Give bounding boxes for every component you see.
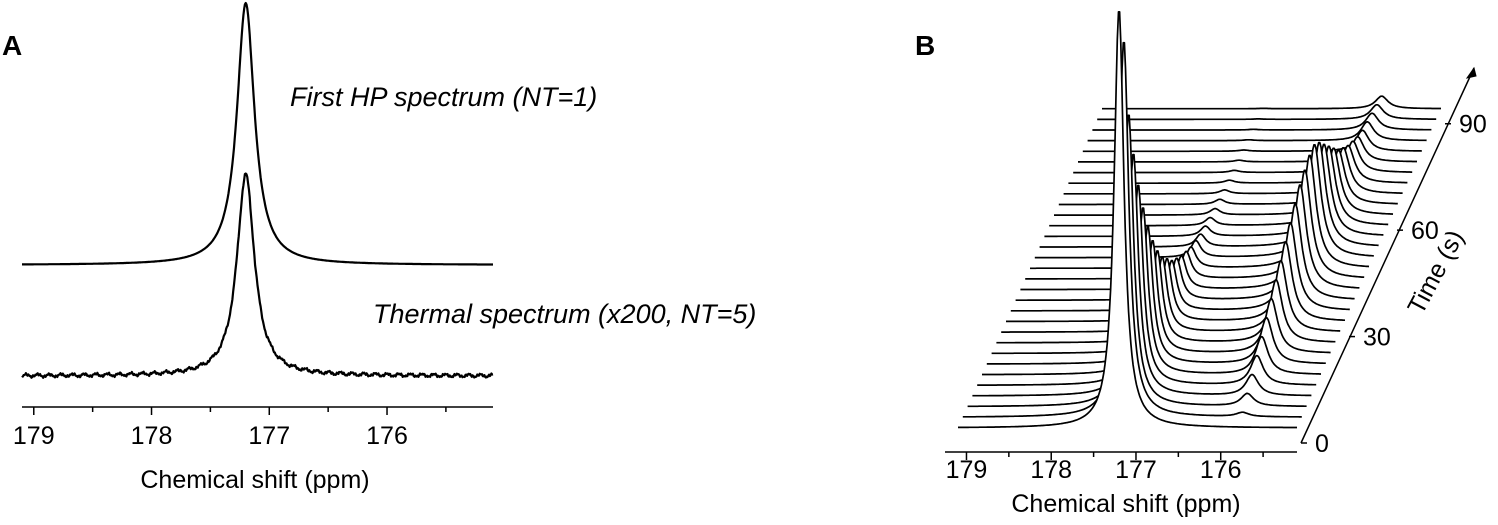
waterfall-trace-t21 — [991, 240, 1331, 355]
waterfall-trace-t3 — [962, 41, 1302, 418]
waterfall-trace-t30 — [1006, 241, 1345, 323]
waterfall-trace-t18 — [986, 225, 1326, 365]
time-tick-label: 30 — [1363, 324, 1391, 352]
panel-b-time-axis: 0 30 60 90 — [1300, 66, 1487, 458]
panel-a-traces — [21, 1, 494, 379]
waterfall-trace-t51 — [1039, 141, 1379, 248]
spectrum-trace-hp — [21, 1, 494, 266]
time-tick-label: 90 — [1459, 111, 1487, 139]
waterfall-trace-t0 — [958, 10, 1297, 429]
waterfall-trace-t48 — [1034, 144, 1374, 259]
waterfall-trace-t27 — [1001, 256, 1341, 333]
panel-b-x-ticks: 179 178 177 176 — [946, 452, 1264, 484]
waterfall-trace-t36 — [1015, 203, 1355, 302]
waterfall-trace-t81 — [1087, 121, 1427, 142]
panel-b-waterfall-traces — [958, 10, 1441, 431]
panel-a: A First HP spectrum (NT=1) Thermal spect… — [2, 1, 756, 494]
waterfall-trace-t33 — [1010, 222, 1350, 312]
annotation-hp-spectrum: First HP spectrum (NT=1) — [290, 82, 597, 112]
x-tick-label: 178 — [131, 422, 173, 450]
waterfall-trace-t42 — [1025, 169, 1365, 280]
panel-b-x-axis-title: Chemical shift (ppm) — [1011, 490, 1240, 518]
annotation-thermal-spectrum: Thermal spectrum (x200, NT=5) — [373, 299, 756, 329]
panel-b: B 179 178 177 176 Chemical shift (ppm) 0 30 6… — [915, 10, 1487, 518]
waterfall-trace-t60 — [1054, 147, 1394, 216]
waterfall-trace-t57 — [1049, 145, 1389, 227]
waterfall-trace-t24 — [996, 250, 1336, 344]
waterfall-trace-t87 — [1097, 103, 1437, 121]
time-axis-line — [1300, 67, 1475, 444]
x-tick-label: 179 — [13, 422, 55, 450]
time-tick-label: 0 — [1315, 430, 1329, 458]
x-tick-label: 177 — [1115, 456, 1157, 484]
panel-a-label: A — [2, 30, 22, 61]
x-tick-label: 179 — [946, 456, 988, 484]
panel-a-x-ticks: 179 178 177 176 — [13, 407, 447, 450]
x-tick-label: 176 — [366, 422, 408, 450]
waterfall-trace-t90 — [1102, 95, 1441, 110]
waterfall-trace-t12 — [977, 184, 1317, 386]
x-tick-label: 177 — [248, 422, 290, 450]
waterfall-trace-t39 — [1020, 184, 1360, 291]
panel-a-x-axis-title: Chemical shift (ppm) — [140, 466, 369, 494]
time-tick-label: 60 — [1411, 217, 1439, 245]
spectrum-trace-thermal — [21, 172, 494, 379]
x-tick-label: 176 — [1200, 456, 1242, 484]
x-tick-label: 178 — [1030, 456, 1072, 484]
waterfall-trace-t54 — [1044, 143, 1384, 238]
waterfall-trace-t84 — [1092, 112, 1432, 131]
panel-b-label: B — [915, 30, 935, 61]
waterfall-trace-t78 — [1082, 129, 1422, 153]
waterfall-trace-t45 — [1030, 154, 1370, 270]
waterfall-trace-t9 — [972, 153, 1312, 397]
time-axis-arrow-icon — [1465, 66, 1477, 79]
waterfall-trace-t15 — [982, 207, 1321, 376]
